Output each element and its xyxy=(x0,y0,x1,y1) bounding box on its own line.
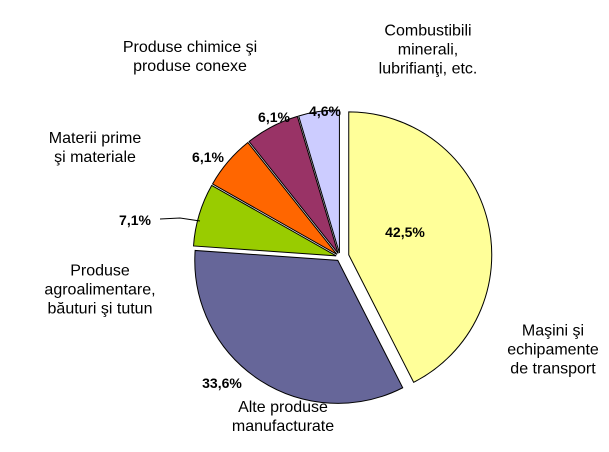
category-label: Produse agroalimentare, băuturi şi tutun xyxy=(44,262,156,318)
category-label: Materii prime şi materiale xyxy=(48,130,142,166)
value-label: 6,1% xyxy=(258,109,290,125)
category-label: Combustibili minerali, lubrifianţi, etc. xyxy=(378,22,478,78)
pie-slice xyxy=(192,184,337,257)
category-label: Produse chimice şi produse conexe xyxy=(122,39,258,75)
pie-slice xyxy=(298,109,340,254)
pie-slice xyxy=(248,115,339,254)
value-label: 7,1% xyxy=(119,212,151,228)
category-label: Maşini şi echipamente de transport xyxy=(507,322,599,378)
pie-slice xyxy=(348,111,493,383)
category-label: Alte produse manufacturate xyxy=(231,399,335,435)
value-label: 33,6% xyxy=(202,375,242,391)
value-label: 6,1% xyxy=(192,149,224,165)
leader-line xyxy=(159,217,201,222)
value-label: 42,5% xyxy=(385,224,425,240)
pie-slice xyxy=(194,249,404,404)
pie-slice xyxy=(211,141,338,255)
value-label: 4,6% xyxy=(309,103,341,119)
